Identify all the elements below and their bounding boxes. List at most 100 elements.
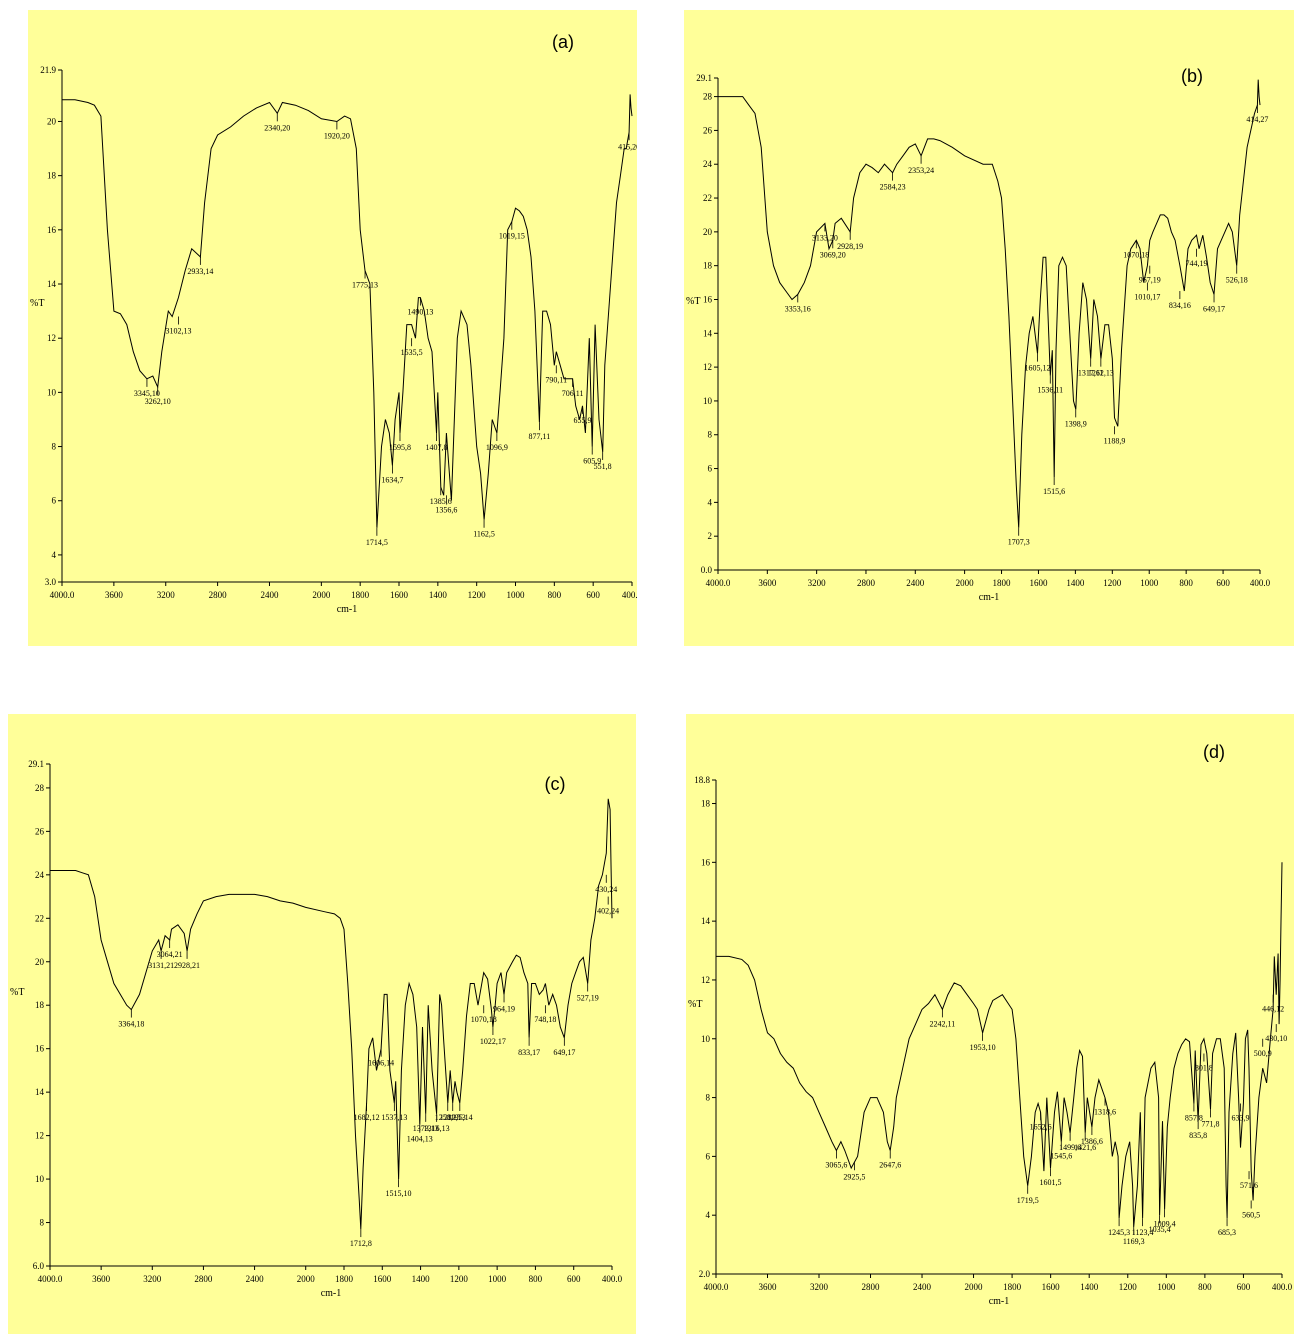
peak-label-d-16: 1035,4 [1149, 1225, 1171, 1234]
x-tick-label-a-5: 2000 [312, 590, 331, 600]
peak-label-a-2: 3102,13 [165, 327, 191, 336]
x-tick-label-d-3: 2800 [862, 1282, 881, 1292]
y-tick-label-a-4: 10 [47, 387, 57, 397]
peak-label-a-14: 1356,6 [435, 505, 457, 514]
peak-label-a-5: 1920,20 [324, 131, 350, 140]
x-tick-label-b-3: 2800 [857, 578, 876, 588]
peak-label-d-3: 2242,11 [930, 1019, 956, 1028]
y-tick-label-b-0: 0.0 [701, 565, 713, 575]
peak-label-a-7: 1714,5 [366, 538, 388, 547]
peak-label-a-3: 2933,14 [187, 267, 213, 276]
y-tick-label-d-0: 2.0 [699, 1269, 711, 1279]
peak-label-c-3: 2928,21 [174, 961, 200, 970]
x-tick-label-c-5: 2000 [297, 1274, 316, 1284]
y-axis-label-c: %T [10, 987, 24, 998]
panel-label-d: (d) [1203, 742, 1225, 762]
peak-label-b-8: 1536,11 [1037, 386, 1063, 395]
y-tick-label-d-3: 8 [706, 1093, 711, 1103]
peak-label-d-7: 1601,5 [1039, 1178, 1061, 1187]
peak-label-d-2: 2647,6 [879, 1161, 901, 1170]
peak-label-c-0: 3364,18 [118, 1020, 144, 1029]
y-tick-label-c-12: 29.1 [28, 759, 44, 769]
peak-label-a-19: 790,11 [545, 375, 567, 384]
peak-label-a-11: 1490,13 [407, 308, 433, 317]
peak-label-b-20: 526,18 [1226, 276, 1248, 285]
peak-label-d-4: 1953,10 [970, 1043, 996, 1052]
peak-label-d-27: 446,12 [1262, 1005, 1284, 1014]
y-tick-label-b-7: 14 [703, 328, 713, 338]
y-tick-label-c-7: 20 [35, 957, 45, 967]
y-tick-label-a-0: 3.0 [45, 577, 57, 587]
x-tick-label-c-0: 4000.0 [38, 1274, 63, 1284]
y-tick-label-d-6: 14 [701, 916, 711, 926]
peak-label-c-6: 1606,14 [368, 1059, 394, 1068]
peak-label-a-13: 1385,6 [430, 497, 452, 506]
x-tick-label-b-9: 1200 [1103, 578, 1122, 588]
y-tick-label-b-3: 6 [708, 464, 713, 474]
y-tick-label-d-9: 18.8 [694, 775, 710, 785]
y-tick-label-c-4: 14 [35, 1087, 45, 1097]
x-tick-label-d-8: 1400 [1080, 1282, 1099, 1292]
peak-label-c-5: 1682,12 [354, 1113, 380, 1122]
y-tick-label-d-8: 18 [701, 799, 711, 809]
peak-label-b-6: 1707,3 [1008, 538, 1030, 547]
y-tick-label-a-5: 12 [47, 333, 56, 343]
x-tick-label-b-11: 800 [1179, 578, 1193, 588]
peak-label-c-23: 402,24 [597, 907, 619, 916]
peak-label-b-18: 744,19 [1185, 259, 1207, 268]
y-axis-label-a: %T [30, 298, 44, 309]
y-tick-label-b-5: 10 [703, 396, 713, 406]
peak-label-d-24: 571,6 [1240, 1181, 1258, 1190]
peak-label-a-6: 1775,13 [352, 280, 378, 289]
spectrum-panel-d: 2.0 4 6 8 10 12 14 16 18 18.8 4000.0 3600 3200 2800 24… [686, 714, 1294, 1334]
peak-label-b-13: 1188,9 [1104, 436, 1126, 445]
peak-label-c-4: 1712,8 [350, 1239, 372, 1248]
x-tick-label-d-11: 800 [1198, 1282, 1212, 1292]
peak-label-b-21: 414,27 [1246, 115, 1268, 124]
y-tick-label-a-1: 4 [52, 550, 57, 560]
x-tick-label-d-4: 2400 [913, 1282, 932, 1292]
peak-label-d-12: 1318,6 [1094, 1108, 1116, 1117]
y-tick-label-c-2: 10 [35, 1174, 45, 1184]
y-tick-label-c-9: 24 [35, 870, 45, 880]
x-tick-label-c-1: 3600 [92, 1274, 111, 1284]
peak-label-d-9: 1499,6 [1059, 1143, 1081, 1152]
y-tick-label-b-11: 22 [703, 193, 712, 203]
peak-label-a-4: 2340,20 [264, 123, 290, 132]
x-axis-label-d: cm-1 [989, 1296, 1010, 1307]
y-tick-label-c-8: 22 [35, 913, 44, 923]
x-tick-label-a-6: 1800 [351, 590, 370, 600]
peak-label-d-0: 3065,6 [825, 1161, 847, 1170]
peak-label-d-20: 801,8 [1195, 1063, 1213, 1072]
peak-label-a-23: 551,8 [594, 462, 612, 471]
x-tick-label-a-9: 1200 [468, 590, 487, 600]
spectrum-line-c [50, 798, 613, 1230]
y-axis-label-b: %T [686, 296, 700, 307]
peak-label-d-25: 560,5 [1242, 1210, 1260, 1219]
y-tick-label-b-4: 8 [708, 430, 713, 440]
peak-label-d-10: 1421,6 [1074, 1143, 1096, 1152]
peak-label-c-1: 3131,21 [148, 961, 174, 970]
peak-label-b-9: 1515,6 [1043, 487, 1065, 496]
y-tick-label-d-7: 16 [701, 857, 711, 867]
peak-label-d-22: 685,3 [1218, 1228, 1236, 1237]
peak-label-a-8: 1634,7 [381, 476, 403, 485]
x-tick-label-a-3: 2800 [209, 590, 228, 600]
peak-label-b-0: 3353,16 [785, 304, 811, 313]
peak-label-b-11: 1317,11 [1078, 369, 1104, 378]
x-tick-label-a-7: 1600 [390, 590, 409, 600]
peak-label-c-7: 1537,13 [381, 1113, 407, 1122]
peak-label-a-10: 1535,5 [401, 348, 423, 357]
peak-label-c-8: 1515,10 [386, 1189, 412, 1198]
peak-label-b-3: 2928,19 [837, 242, 863, 251]
x-tick-label-c-6: 1800 [335, 1274, 354, 1284]
spectrum-line-a [62, 94, 633, 528]
spectrum-panel-c: 6.0 8 10 12 14 16 18 20 22 24 26 28 29.1 4000.0 3600 32… [8, 714, 636, 1334]
x-tick-label-a-13: 400.0 [622, 590, 637, 600]
x-tick-label-d-5: 2000 [965, 1282, 984, 1292]
peak-label-d-19: 835,8 [1189, 1131, 1207, 1140]
x-tick-label-a-1: 3600 [105, 590, 124, 600]
x-tick-label-a-8: 1400 [429, 590, 448, 600]
peak-label-c-16: 1022,17 [480, 1037, 506, 1046]
peak-label-c-22: 430,24 [595, 885, 617, 894]
